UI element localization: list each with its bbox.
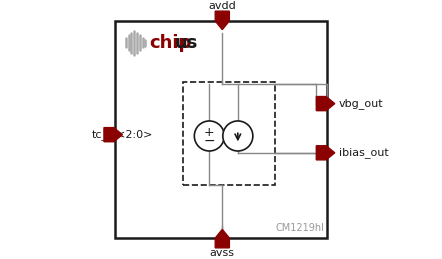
- Circle shape: [194, 121, 225, 151]
- Circle shape: [223, 121, 253, 151]
- Polygon shape: [215, 11, 229, 30]
- Bar: [115, 21, 327, 238]
- Polygon shape: [215, 229, 229, 248]
- Text: −: −: [203, 134, 215, 148]
- Bar: [183, 82, 275, 185]
- Polygon shape: [104, 128, 122, 142]
- Text: us: us: [175, 34, 198, 52]
- Text: vbg_out: vbg_out: [339, 98, 384, 109]
- Polygon shape: [316, 146, 335, 160]
- Text: ibias_out: ibias_out: [339, 147, 389, 158]
- Text: avss: avss: [210, 248, 235, 257]
- Text: avdd: avdd: [209, 2, 236, 11]
- Text: tc_tr<2:0>: tc_tr<2:0>: [91, 129, 153, 140]
- Polygon shape: [316, 97, 335, 111]
- Text: chip: chip: [149, 34, 192, 52]
- Text: CM1219hl: CM1219hl: [276, 223, 324, 233]
- Text: +: +: [204, 126, 215, 139]
